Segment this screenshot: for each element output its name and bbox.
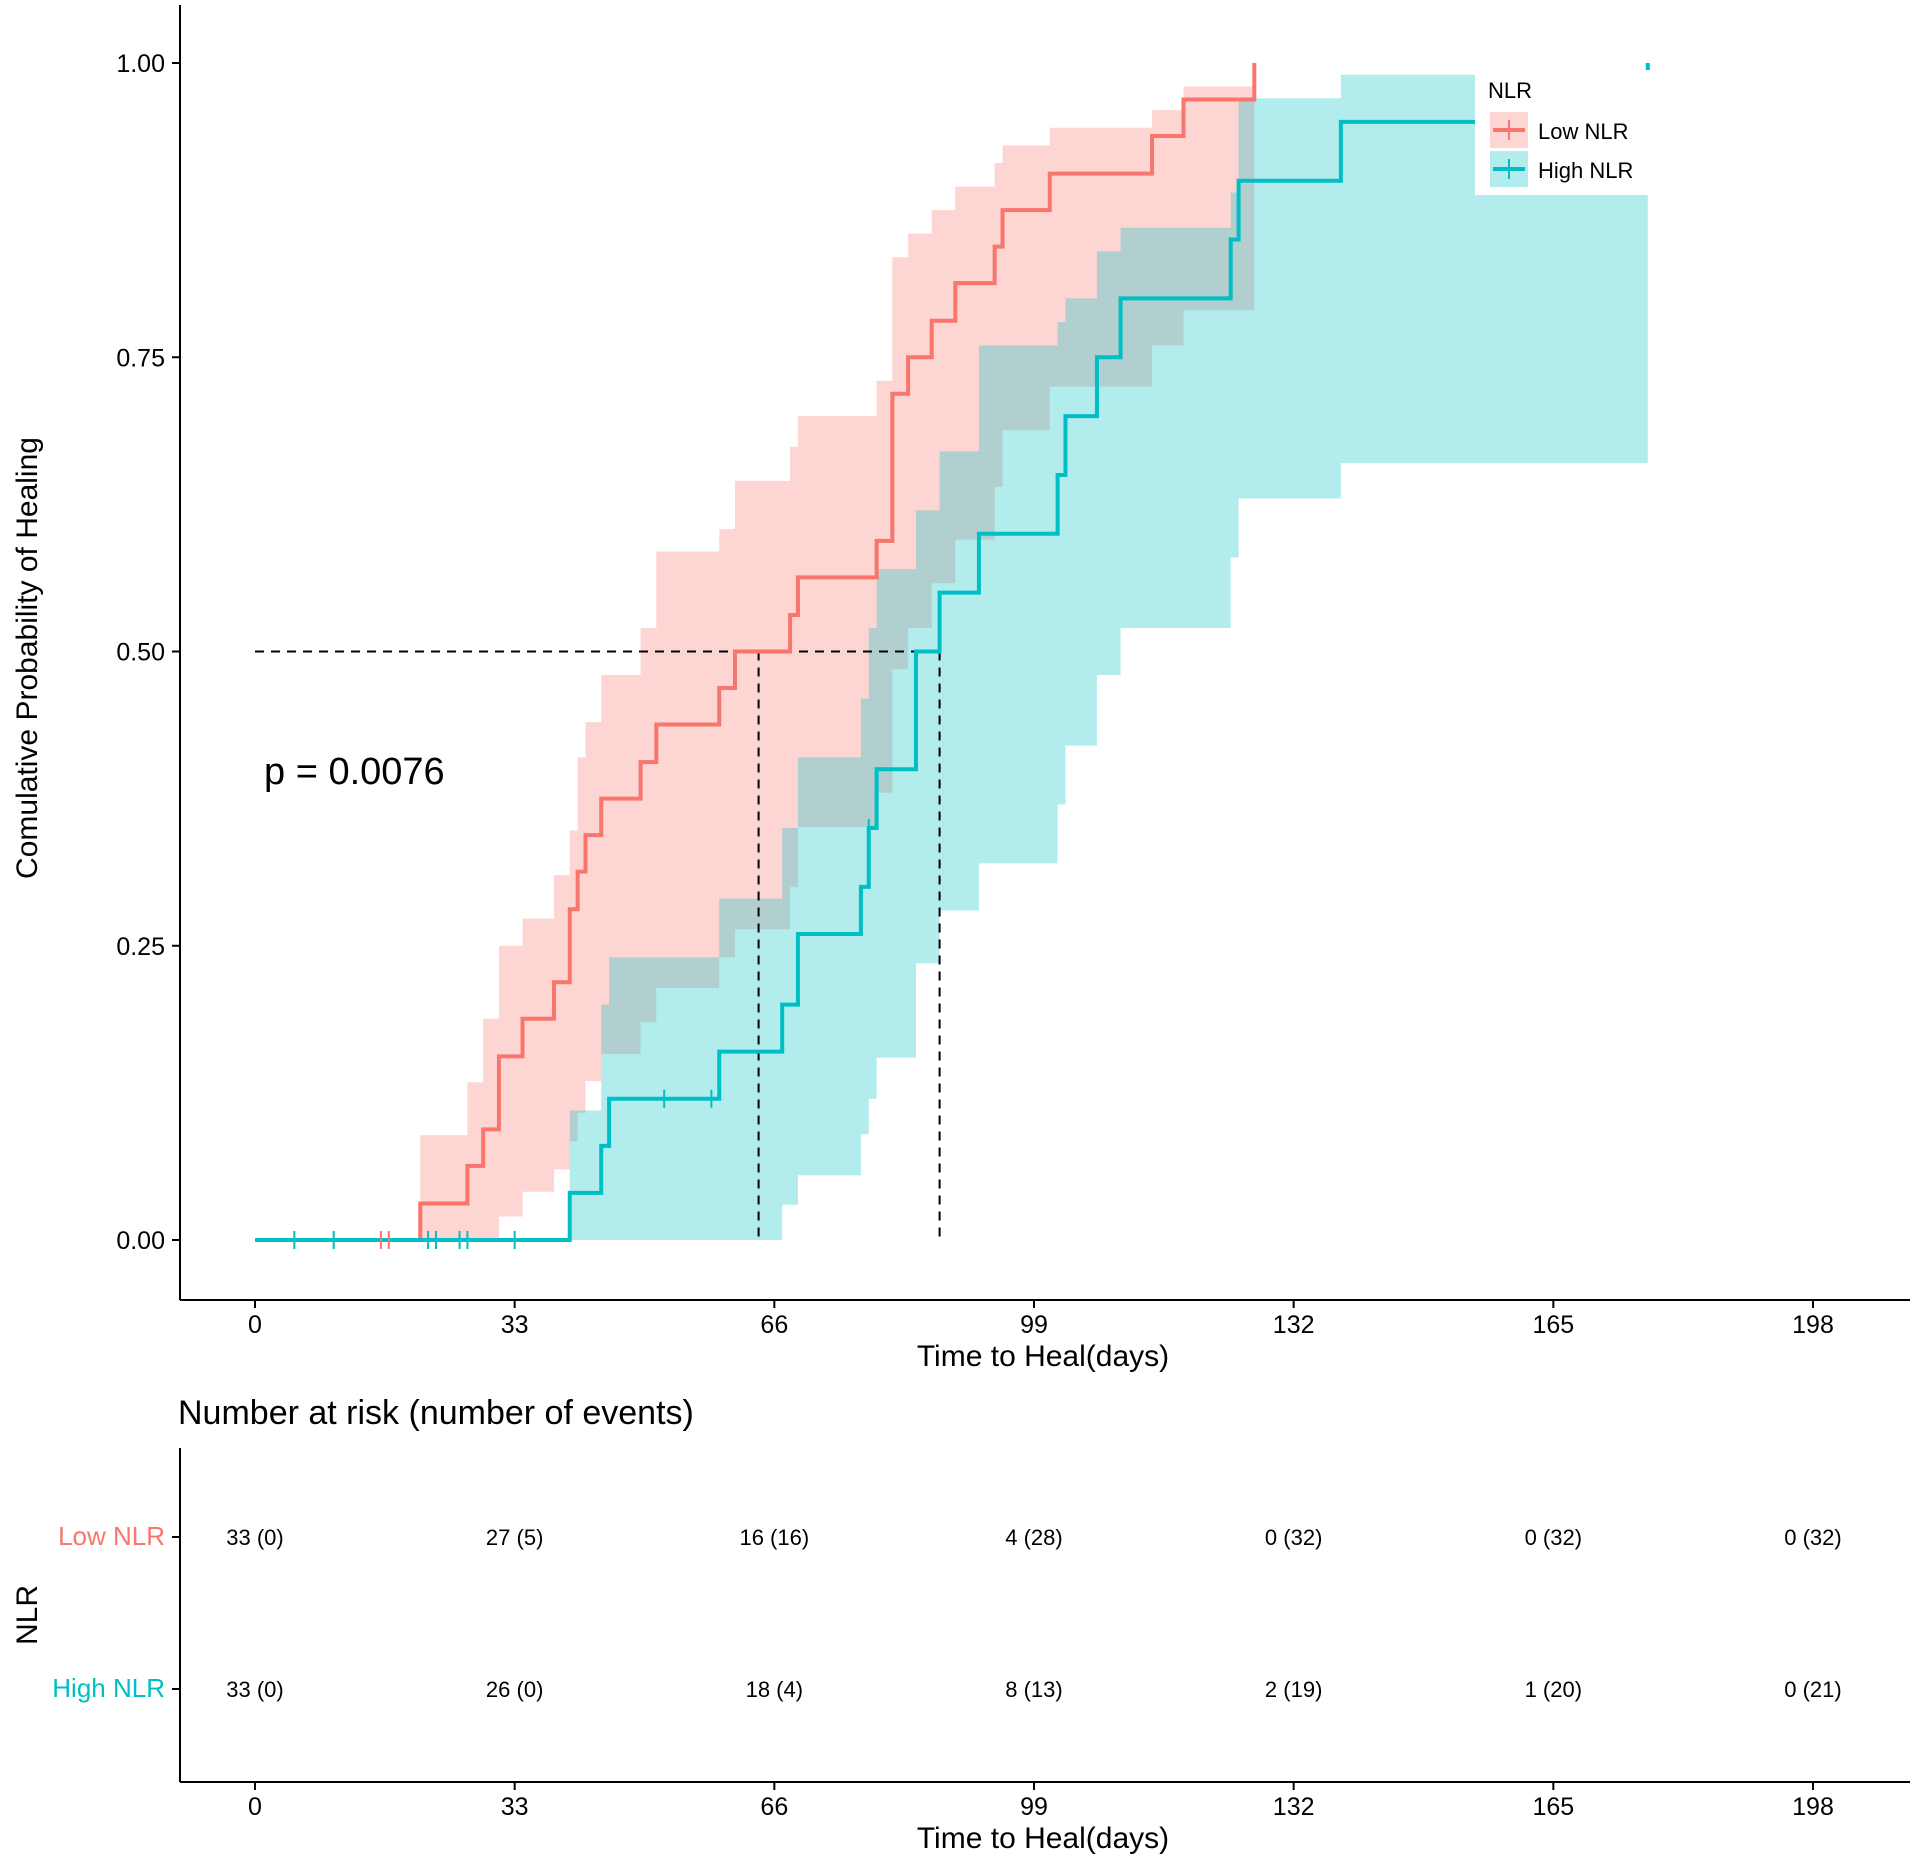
risk-cell-low: 0 (32) [1525,1525,1582,1550]
survival-curves [255,63,1650,1242]
y-tick-label: 0.75 [116,344,165,372]
legend-box [1475,70,1650,195]
risk-x-tick-label: 165 [1532,1793,1574,1821]
x-tick-label: 99 [1020,1311,1048,1339]
risk-cell-high: 0 (21) [1784,1677,1841,1702]
x-tick-label: 0 [248,1311,262,1339]
risk-y-title: NLR [11,1585,44,1645]
risk-cell-high: 1 (20) [1525,1677,1582,1702]
y-tick-label: 0.25 [116,933,165,961]
risk-table-cells: 33 (0) 27 (5) 16 (16) 4 (28) 0 (32) 0 (32) 0 (… [226,1525,1841,1702]
risk-x-tick-label: 0 [248,1793,262,1821]
risk-row-label-high: High NLR [52,1673,165,1703]
legend: NLR Low NLR High NLR [1475,70,1650,195]
y-tick-label: 0.50 [116,639,165,667]
risk-table-title: Number at risk (number of events) [178,1394,694,1432]
curve-low [255,63,1257,1242]
risk-x-tick-label: 198 [1792,1793,1834,1821]
risk-x-tick-label: 132 [1273,1793,1315,1821]
x-tick-label: 66 [760,1311,788,1339]
legend-label-high: High NLR [1538,158,1633,183]
risk-cell-low: 0 (32) [1265,1525,1322,1550]
risk-x-tick-label: 66 [760,1793,788,1821]
x-tick-label: 165 [1532,1311,1574,1339]
curve-high [255,63,1650,1242]
ci-band-high [569,74,1648,1240]
y-axis-ticks: 0.00 0.25 0.50 0.75 1.00 [116,50,180,1255]
risk-x-axis-ticks: 0 33 66 99 132 165 198 [248,1782,1834,1821]
risk-cell-low: 4 (28) [1005,1525,1062,1550]
legend-label-low: Low NLR [1538,119,1628,144]
y-tick-label: 0.00 [116,1227,165,1255]
risk-cell-low: 27 (5) [486,1525,543,1550]
x-axis-title: Time to Heal(days) [917,1340,1169,1373]
x-tick-label: 198 [1792,1311,1834,1339]
risk-cell-low: 33 (0) [226,1525,283,1550]
x-tick-label: 33 [501,1311,529,1339]
median-lines [255,650,941,1240]
risk-cell-high: 18 (4) [746,1677,803,1702]
risk-x-tick-label: 33 [501,1793,529,1821]
risk-cell-high: 2 (19) [1265,1677,1322,1702]
risk-row-label-low: Low NLR [58,1521,165,1551]
risk-cell-low: 16 (16) [739,1525,809,1550]
risk-cell-high: 8 (13) [1005,1677,1062,1702]
risk-x-tick-label: 99 [1020,1793,1048,1821]
risk-cell-high: 33 (0) [226,1677,283,1702]
risk-x-axis-title: Time to Heal(days) [917,1822,1169,1855]
risk-cell-low: 0 (32) [1784,1525,1841,1550]
risk-cell-high: 26 (0) [486,1677,543,1702]
p-value: p = 0.0076 [264,751,445,793]
legend-title: NLR [1488,78,1532,103]
x-axis-ticks: 0 33 66 99 132 165 198 [248,1300,1834,1339]
y-tick-label: 1.00 [116,50,165,78]
x-tick-label: 132 [1273,1311,1315,1339]
y-axis-title: Comulative Probability of Healing [11,437,44,879]
confidence-bands [420,63,1648,1240]
